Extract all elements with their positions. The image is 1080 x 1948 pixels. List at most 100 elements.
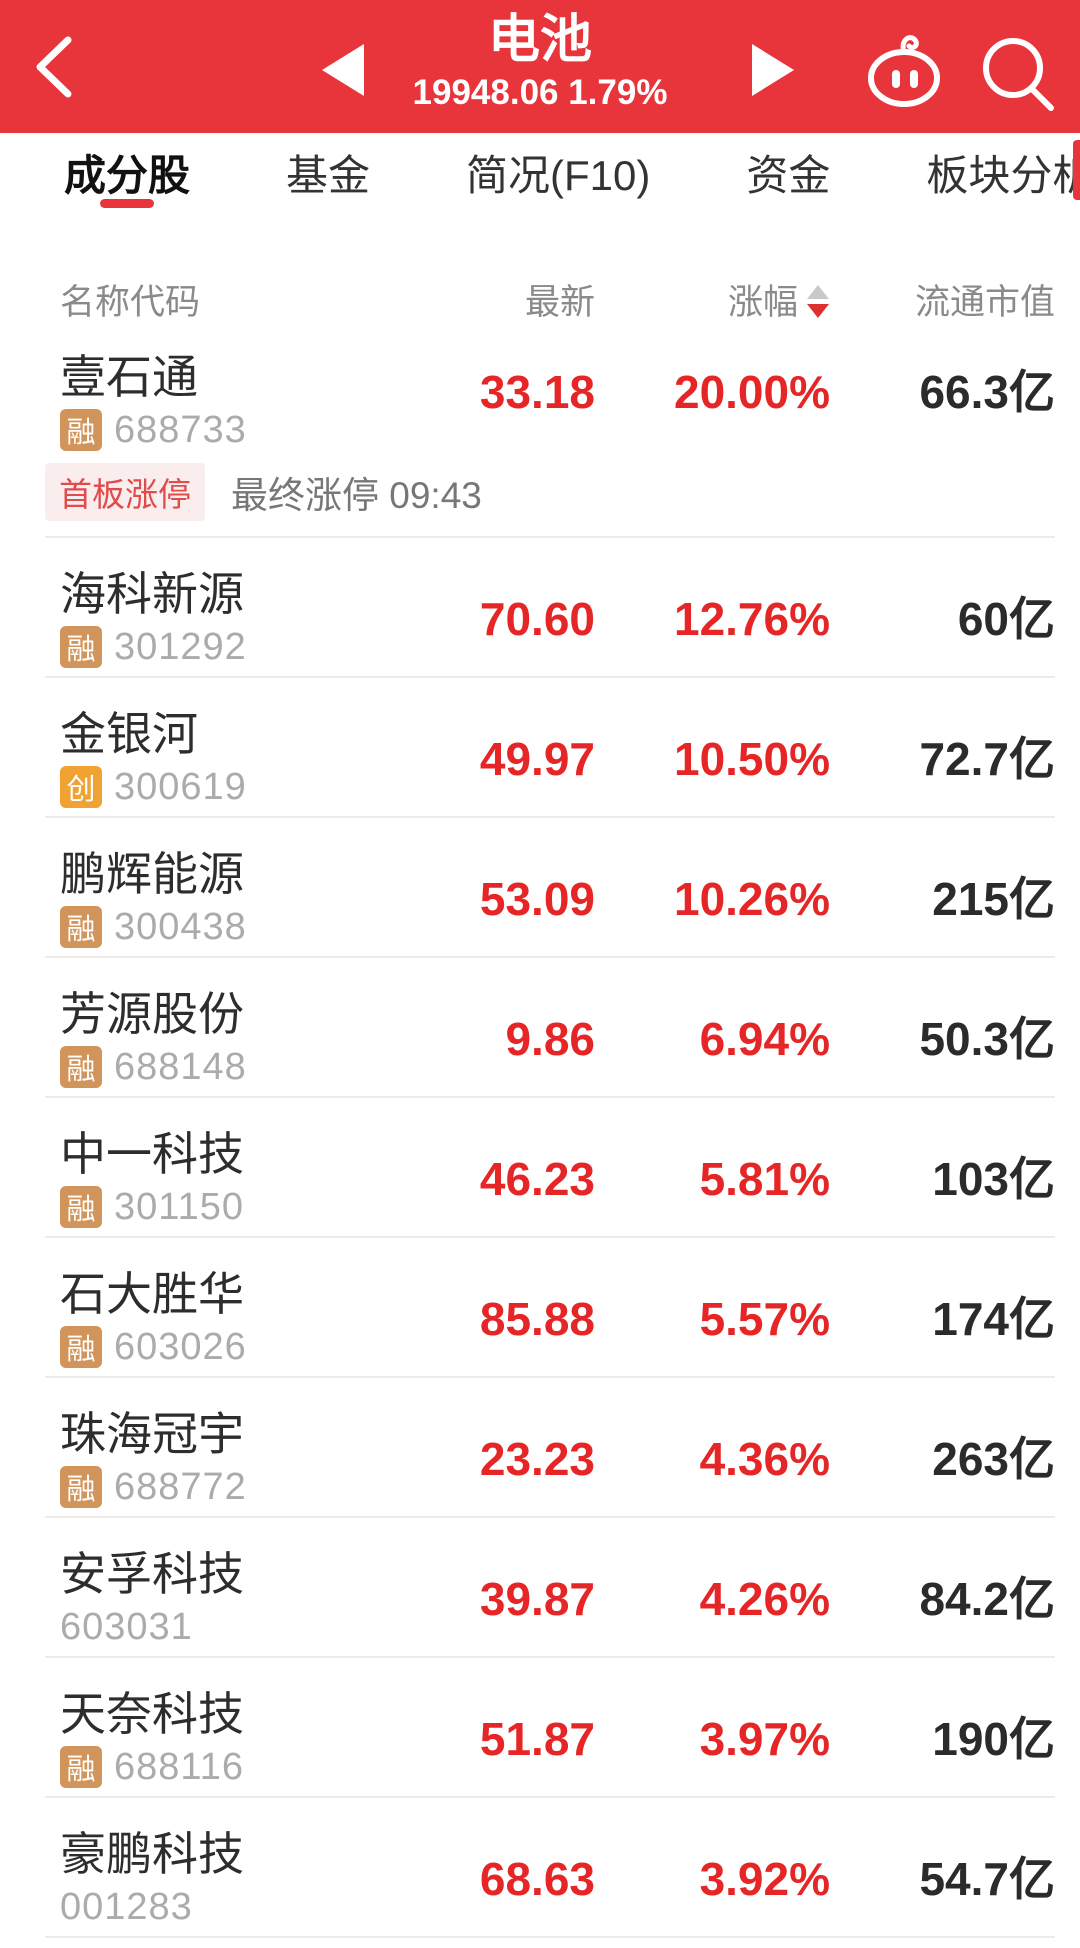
stock-name: 海科新源 bbox=[60, 568, 244, 620]
change-pct-value: 6.94% bbox=[699, 1013, 830, 1065]
stock-row[interactable]: 天奈科技 融 688116 51.87 3.97% 190亿 bbox=[0, 1658, 1080, 1798]
row-divider bbox=[45, 1936, 1055, 1938]
sector-title-block: 电池 19948.06 1.79% bbox=[380, 10, 700, 116]
stock-list: 壹石通 融 688733 33.18 20.00% 66.3亿 首板涨停 最终涨… bbox=[0, 345, 1080, 1938]
next-sector-button triangle-right-icon[interactable] bbox=[752, 44, 794, 96]
row-divider bbox=[45, 536, 1055, 538]
tab-label: 简况(F10) bbox=[466, 152, 651, 199]
limit-up-time-info: 最终涨停 09:43 bbox=[231, 475, 482, 516]
margin-badge: 融 bbox=[60, 1186, 102, 1228]
tab-funds[interactable]: 基金 bbox=[286, 133, 370, 212]
tab-bar: 成分股 基金 简况(F10) 资金 板块分析 bbox=[0, 133, 1080, 212]
market-cap-value: 84.2亿 bbox=[919, 1573, 1055, 1625]
table-column-header: 名称代码 最新 涨幅 流通市值 bbox=[0, 212, 1080, 345]
stock-row[interactable]: 中一科技 融 301150 46.23 5.81% 103亿 bbox=[0, 1098, 1080, 1238]
stock-code: 688772 bbox=[114, 1465, 247, 1508]
tab-label: 基金 bbox=[286, 152, 371, 199]
stock-name: 豪鹏科技 bbox=[60, 1828, 244, 1880]
market-cap-value: 66.3亿 bbox=[919, 366, 1055, 418]
stock-name: 天奈科技 bbox=[60, 1688, 244, 1740]
row-divider bbox=[45, 1796, 1055, 1798]
stock-name: 芳源股份 bbox=[60, 988, 244, 1040]
chinext-badge: 创 bbox=[60, 766, 102, 808]
stock-code: 603026 bbox=[114, 1325, 247, 1368]
row-divider bbox=[45, 1236, 1055, 1238]
column-name-code: 名称代码 bbox=[60, 283, 201, 322]
stock-row[interactable]: 芳源股份 融 688148 9.86 6.94% 50.3亿 bbox=[0, 958, 1080, 1098]
market-cap-value: 174亿 bbox=[932, 1293, 1055, 1345]
price-value: 39.87 bbox=[479, 1573, 595, 1625]
assistant-robot-button[interactable] bbox=[862, 30, 946, 110]
stock-code: 300438 bbox=[114, 905, 247, 948]
column-market-cap[interactable]: 流通市值 bbox=[914, 283, 1055, 322]
price-value: 49.97 bbox=[479, 733, 595, 785]
stock-row[interactable]: 壹石通 融 688733 33.18 20.00% 66.3亿 首板涨停 最终涨… bbox=[0, 345, 1080, 538]
tab-profile-f10[interactable]: 简况(F10) bbox=[466, 133, 650, 212]
stock-code: 301150 bbox=[114, 1185, 244, 1228]
stock-row[interactable]: 金银河 创 300619 49.97 10.50% 72.7亿 bbox=[0, 678, 1080, 818]
search-button[interactable] bbox=[975, 32, 1061, 116]
stock-name: 安孚科技 bbox=[60, 1548, 244, 1600]
row-divider bbox=[45, 956, 1055, 958]
active-tab-underline bbox=[100, 199, 154, 208]
tab-label: 板块分析 bbox=[926, 152, 1080, 199]
change-pct-value: 5.57% bbox=[699, 1293, 830, 1345]
stock-row[interactable]: 石大胜华 融 603026 85.88 5.57% 174亿 bbox=[0, 1238, 1080, 1378]
market-cap-value: 60亿 bbox=[957, 593, 1055, 645]
stock-code: 603031 bbox=[60, 1605, 193, 1648]
market-cap-value: 103亿 bbox=[932, 1153, 1055, 1205]
market-cap-value: 54.7亿 bbox=[919, 1853, 1055, 1905]
change-pct-value: 20.00% bbox=[673, 366, 830, 418]
robot-icon bbox=[868, 35, 940, 107]
stock-code: 001283 bbox=[60, 1885, 193, 1928]
stock-code: 300619 bbox=[114, 765, 247, 808]
column-last-price[interactable]: 最新 bbox=[524, 283, 595, 322]
stock-name: 珠海冠宇 bbox=[60, 1408, 244, 1460]
row-divider bbox=[45, 1096, 1055, 1098]
stock-row[interactable]: 珠海冠宇 融 688772 23.23 4.36% 263亿 bbox=[0, 1378, 1080, 1518]
margin-badge: 融 bbox=[60, 626, 102, 668]
price-value: 51.87 bbox=[479, 1713, 595, 1765]
tab-sector-analysis[interactable]: 板块分析 bbox=[926, 133, 1080, 212]
market-cap-value: 215亿 bbox=[932, 873, 1055, 925]
search-icon bbox=[983, 38, 1054, 111]
column-change-label: 涨幅 bbox=[727, 283, 798, 322]
sort-desc-icon bbox=[807, 284, 829, 318]
tab-label: 资金 bbox=[746, 152, 831, 199]
stock-row[interactable]: 鹏辉能源 融 300438 53.09 10.26% 215亿 bbox=[0, 818, 1080, 958]
row-divider bbox=[45, 676, 1055, 678]
margin-badge: 融 bbox=[60, 1326, 102, 1368]
price-value: 68.63 bbox=[479, 1853, 595, 1905]
market-cap-value: 263亿 bbox=[932, 1433, 1055, 1485]
stock-row[interactable]: 豪鹏科技 001283 68.63 3.92% 54.7亿 bbox=[0, 1798, 1080, 1938]
stock-row[interactable]: 安孚科技 603031 39.87 4.26% 84.2亿 bbox=[0, 1518, 1080, 1658]
price-value: 70.60 bbox=[479, 593, 595, 645]
back-button[interactable] bbox=[30, 34, 76, 100]
change-pct-value: 10.50% bbox=[673, 733, 830, 785]
change-pct-value: 5.81% bbox=[699, 1153, 830, 1205]
price-value: 33.18 bbox=[479, 366, 595, 418]
stock-row[interactable]: 海科新源 融 301292 70.60 12.76% 60亿 bbox=[0, 538, 1080, 678]
price-value: 53.09 bbox=[479, 873, 595, 925]
limit-up-tag-line: 首板涨停 最终涨停 09:43 bbox=[45, 463, 482, 521]
stock-name: 壹石通 bbox=[60, 351, 198, 403]
market-cap-value: 72.7亿 bbox=[919, 733, 1055, 785]
column-change-pct[interactable]: 涨幅 bbox=[595, 274, 830, 325]
right-edge-peek-indicator[interactable] bbox=[1073, 140, 1080, 200]
prev-sector-button triangle-left-icon[interactable] bbox=[322, 44, 364, 96]
stock-code: 301292 bbox=[114, 625, 247, 668]
change-pct-value: 10.26% bbox=[673, 873, 830, 925]
market-cap-value: 190亿 bbox=[932, 1713, 1055, 1765]
tab-constituents[interactable]: 成分股 bbox=[64, 133, 190, 212]
margin-badge: 融 bbox=[60, 1746, 102, 1788]
tab-capital[interactable]: 资金 bbox=[746, 133, 830, 212]
stock-name: 石大胜华 bbox=[60, 1268, 244, 1320]
price-value: 23.23 bbox=[479, 1433, 595, 1485]
stock-code: 688116 bbox=[114, 1745, 244, 1788]
change-pct-value: 4.36% bbox=[699, 1433, 830, 1485]
change-pct-value: 3.92% bbox=[699, 1853, 830, 1905]
row-divider bbox=[45, 1376, 1055, 1378]
stock-name: 中一科技 bbox=[60, 1128, 244, 1180]
chevron-left-icon bbox=[36, 36, 72, 98]
margin-badge: 融 bbox=[60, 1466, 102, 1508]
